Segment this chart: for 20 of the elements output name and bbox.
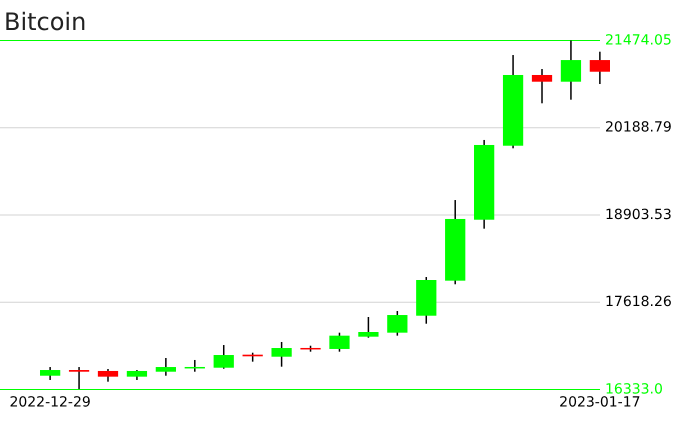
candlestick <box>358 316 379 338</box>
candlestick <box>387 310 408 336</box>
candlestick <box>98 368 118 382</box>
x-tick-label: 2022-12-29 <box>9 394 91 410</box>
y-tick-label: 20188.79 <box>605 120 672 136</box>
candlestick <box>184 359 205 372</box>
candlestick <box>156 357 176 376</box>
candlestick <box>329 332 350 352</box>
candlestick <box>590 50 610 85</box>
y-tick-label: 16333.0 <box>605 381 663 398</box>
candlestick <box>214 344 234 370</box>
candlestick <box>271 341 292 368</box>
y-tick-label: 18903.53 <box>605 206 672 223</box>
candlestick <box>40 366 60 381</box>
chart-title: Bitcoin <box>4 8 86 36</box>
y-tick-label: 21474.05 <box>605 32 672 48</box>
x-tick-label: 2023-01-17 <box>559 394 641 410</box>
y-tick-label: 17618.26 <box>605 294 672 310</box>
candlestick <box>532 68 552 104</box>
candlestick <box>126 369 148 381</box>
